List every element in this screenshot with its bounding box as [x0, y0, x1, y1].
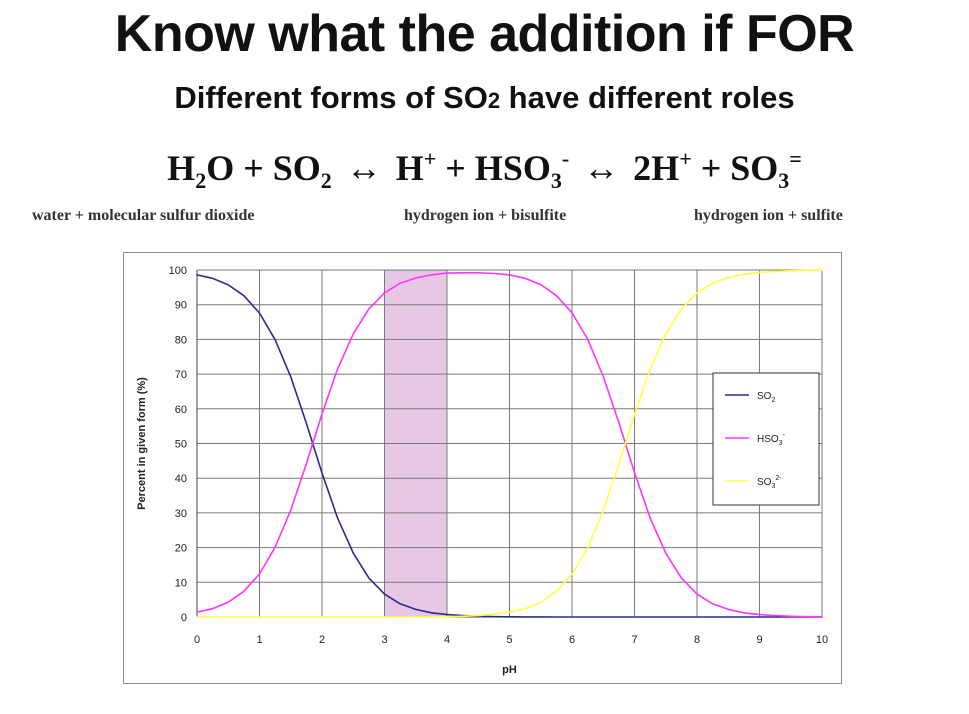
eq-term-h-ion: H: [395, 148, 424, 188]
eq-sup-equals: =: [789, 146, 802, 171]
y-axis-title: Percent in given form (%): [136, 377, 148, 510]
equilibrium-equation: H2O + SO2 ↔ H+ + HSO3- ↔ 2H+ + SO3=: [0, 146, 969, 194]
eq-sup-minus: -: [561, 146, 570, 171]
subtitle-prefix: Different forms of SO: [174, 80, 488, 115]
x-tick-label-10: 10: [816, 634, 828, 646]
x-tick-label-2: 2: [319, 634, 325, 646]
x-axis-title: pH: [502, 664, 517, 676]
y-tick-label-90: 90: [175, 300, 187, 312]
eq-sub-3a: 3: [550, 168, 562, 193]
eq-sub-3b: 3: [778, 168, 790, 193]
eq-term-o-so: O + SO: [206, 148, 321, 188]
label-molecular-so2: water + molecular sulfur dioxide: [32, 207, 255, 224]
x-tick-label-8: 8: [694, 634, 700, 646]
legend-label-0: SO2: [757, 391, 775, 404]
x-tick-label-5: 5: [506, 634, 512, 646]
y-tick-label-10: 10: [175, 577, 187, 589]
label-sulfite: hydrogen ion + sulfite: [694, 207, 843, 224]
legend-label-2: SO32-: [757, 475, 782, 490]
eq-sup-plus-a: +: [423, 146, 437, 171]
slide-title: Know what the addition if FOR: [114, 5, 855, 63]
y-tick-label-70: 70: [175, 369, 187, 381]
y-tick-label-50: 50: [175, 439, 187, 451]
slide-subtitle: Different forms of SO2 have different ro…: [0, 80, 969, 116]
legend-label-1: HSO3-: [757, 432, 786, 447]
eq-term-hso: + HSO: [436, 148, 551, 188]
eq-sup-plus-b: +: [679, 146, 692, 171]
y-tick-label-80: 80: [175, 334, 187, 346]
label-bisulfite: hydrogen ion + bisulfite: [404, 207, 567, 224]
y-tick-label-30: 30: [175, 508, 187, 520]
x-tick-label-6: 6: [569, 634, 575, 646]
x-tick-label-3: 3: [381, 634, 387, 646]
series-line-1: [196, 271, 823, 618]
eq-arrow-2: ↔: [583, 148, 620, 188]
eq-sub-2a: 2: [195, 168, 207, 193]
subtitle-suffix: have different roles: [500, 80, 795, 115]
series-line-2: [196, 269, 823, 618]
eq-sub-2b: 2: [320, 168, 332, 193]
x-tick-label-9: 9: [756, 634, 762, 646]
eq-term-2h: 2H: [633, 148, 680, 188]
subtitle-subscript: 2: [487, 88, 501, 113]
eq-term-h: H: [167, 148, 196, 188]
series-line-0: [196, 274, 823, 618]
y-tick-label-20: 20: [175, 543, 187, 555]
species-distribution-chart: 0 10 20 30 40 50 60 70 80 90 100 0 1 2 3 4 5 6 7 8 9 10 pH Perc…: [136, 265, 828, 676]
y-tick-label-40: 40: [175, 473, 187, 485]
eq-term-so: + SO: [691, 148, 779, 188]
eq-arrow-1: ↔: [345, 148, 382, 188]
x-tick-label-4: 4: [444, 634, 450, 646]
chart-frame: 0 10 20 30 40 50 60 70 80 90 100 0 1 2 3 4 5 6 7 8 9 10 pH Perc…: [123, 252, 842, 684]
x-tick-label-1: 1: [256, 634, 262, 646]
y-tick-label-60: 60: [175, 404, 187, 416]
x-tick-label-7: 7: [631, 634, 637, 646]
x-tick-label-0: 0: [194, 634, 200, 646]
y-tick-label-0: 0: [181, 612, 187, 624]
y-tick-label-100: 100: [169, 265, 187, 277]
